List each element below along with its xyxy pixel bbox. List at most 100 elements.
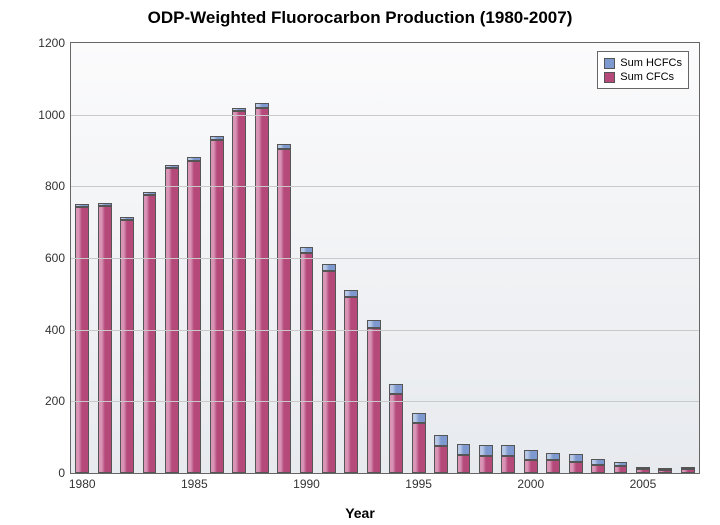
- bar: [120, 217, 134, 473]
- bar: [322, 264, 336, 473]
- y-tick-label: 1200: [38, 36, 71, 50]
- legend-label: Sum CFCs: [620, 71, 674, 83]
- bar-segment-hcfcs: [165, 165, 179, 169]
- grid-line: [71, 330, 699, 331]
- bar-segment-cfcs: [255, 108, 269, 474]
- bar: [658, 468, 672, 473]
- bar-segment-hcfcs: [120, 217, 134, 220]
- bar-segment-hcfcs: [389, 384, 403, 394]
- bar-segment-hcfcs: [255, 103, 269, 107]
- bar: [389, 384, 403, 473]
- bar: [614, 462, 628, 473]
- y-tick-label: 800: [45, 179, 71, 193]
- bar-segment-hcfcs: [75, 204, 89, 207]
- bar: [434, 435, 448, 473]
- x-tick-label: 2005: [630, 473, 657, 491]
- bar-segment-cfcs: [187, 161, 201, 473]
- bar: [344, 290, 358, 473]
- bar-segment-cfcs: [546, 460, 560, 473]
- x-tick-label: 1995: [405, 473, 432, 491]
- bar: [165, 165, 179, 473]
- bar: [546, 453, 560, 473]
- x-tick-label: 1985: [181, 473, 208, 491]
- bar-segment-cfcs: [210, 140, 224, 473]
- bar-segment-hcfcs: [98, 203, 112, 206]
- bar-segment-cfcs: [344, 297, 358, 473]
- bar-segment-cfcs: [457, 455, 471, 473]
- bar-segment-cfcs: [524, 460, 538, 473]
- bar-segment-cfcs: [75, 207, 89, 473]
- grid-line: [71, 115, 699, 116]
- legend-item-cfcs: Sum CFCs: [604, 70, 682, 84]
- bar-segment-hcfcs: [524, 450, 538, 460]
- grid-line: [71, 186, 699, 187]
- bar-segment-hcfcs: [322, 264, 336, 270]
- bar-segment-cfcs: [232, 111, 246, 473]
- chart-container: ODP-Weighted Fluorocarbon Production (19…: [0, 0, 720, 525]
- bar-segment-cfcs: [569, 462, 583, 473]
- plot-area: Sum HCFCsSum CFCs 0200400600800100012001…: [70, 42, 700, 474]
- bar-segment-hcfcs: [479, 445, 493, 456]
- bar-segment-cfcs: [389, 394, 403, 473]
- bar-segment-cfcs: [479, 456, 493, 473]
- x-tick-label: 1990: [293, 473, 320, 491]
- bar: [367, 320, 381, 473]
- y-tick-label: 200: [45, 394, 71, 408]
- bar-segment-hcfcs: [569, 454, 583, 462]
- bar-segment-cfcs: [322, 271, 336, 473]
- bar-segment-cfcs: [412, 423, 426, 473]
- bar-segment-hcfcs: [300, 247, 314, 252]
- legend: Sum HCFCs Sum CFCs: [597, 51, 689, 89]
- bar-segment-hcfcs: [658, 468, 672, 471]
- bar-segment-cfcs: [277, 149, 291, 473]
- bar: [681, 467, 695, 473]
- bar-segment-cfcs: [300, 253, 314, 473]
- bar: [412, 413, 426, 473]
- bar-segment-hcfcs: [210, 136, 224, 140]
- bar-segment-hcfcs: [367, 320, 381, 328]
- x-axis-label: Year: [0, 505, 720, 521]
- bar: [300, 247, 314, 473]
- x-tick-label: 1980: [69, 473, 96, 491]
- bar-segment-cfcs: [143, 195, 157, 473]
- bar-segment-hcfcs: [457, 444, 471, 455]
- bar-segment-hcfcs: [591, 459, 605, 465]
- bar: [524, 450, 538, 473]
- legend-label: Sum HCFCs: [620, 57, 682, 69]
- bar-segment-cfcs: [165, 168, 179, 473]
- bar-segment-hcfcs: [344, 290, 358, 297]
- bar-segment-hcfcs: [501, 445, 515, 456]
- bar-segment-cfcs: [658, 470, 672, 473]
- y-tick-label: 1000: [38, 108, 71, 122]
- y-tick-label: 600: [45, 251, 71, 265]
- bar-segment-hcfcs: [546, 453, 560, 461]
- bar: [187, 157, 201, 473]
- bar-segment-hcfcs: [636, 467, 650, 470]
- bar-segment-cfcs: [591, 465, 605, 473]
- bar-segment-hcfcs: [434, 435, 448, 446]
- grid-line: [71, 258, 699, 259]
- legend-swatch-cfcs: [604, 72, 615, 83]
- bar-segment-cfcs: [681, 469, 695, 473]
- bar: [501, 445, 515, 473]
- bar-segment-cfcs: [614, 466, 628, 473]
- bar: [98, 203, 112, 473]
- bar: [479, 445, 493, 473]
- bar-segment-hcfcs: [681, 467, 695, 470]
- chart-title: ODP-Weighted Fluorocarbon Production (19…: [0, 8, 720, 28]
- bar-segment-hcfcs: [614, 462, 628, 466]
- bar: [232, 108, 246, 473]
- bar-segment-cfcs: [434, 446, 448, 473]
- bar-segment-cfcs: [98, 206, 112, 473]
- legend-swatch-hcfcs: [604, 58, 615, 69]
- bar-segment-hcfcs: [143, 192, 157, 195]
- bar: [255, 103, 269, 473]
- legend-item-hcfcs: Sum HCFCs: [604, 56, 682, 70]
- x-tick-label: 2000: [517, 473, 544, 491]
- bar: [277, 144, 291, 473]
- bar-segment-cfcs: [501, 456, 515, 473]
- bar: [143, 192, 157, 473]
- grid-line: [71, 401, 699, 402]
- bar: [569, 454, 583, 473]
- bar: [591, 459, 605, 473]
